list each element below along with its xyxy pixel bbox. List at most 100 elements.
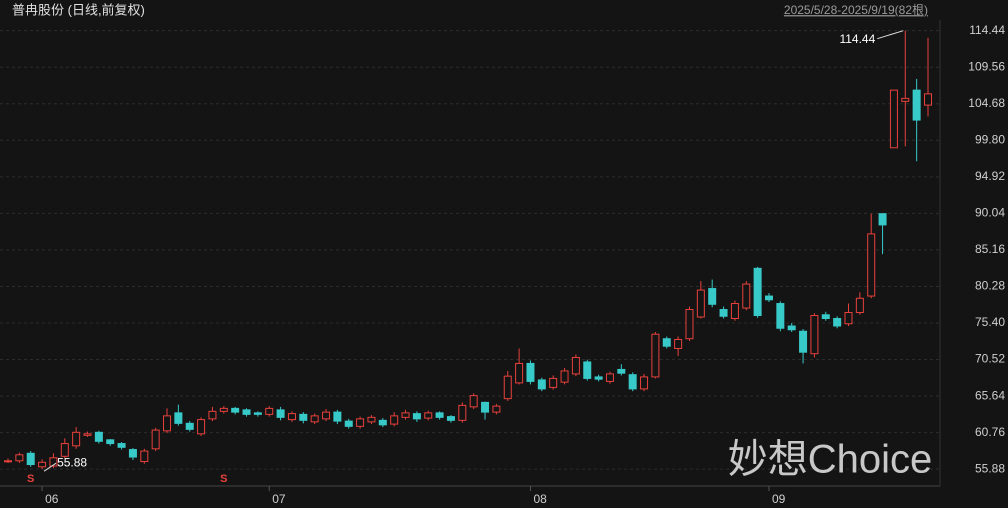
candle-body (787, 325, 796, 331)
y-tick-label: 109.56 (968, 59, 1005, 73)
candle-body (424, 412, 433, 419)
candle-body (174, 412, 183, 424)
candle-body (140, 450, 149, 463)
max-label: 114.44 (839, 32, 875, 46)
y-tick-label: 70.52 (975, 352, 1005, 366)
candle-body (72, 431, 81, 447)
y-tick-label: 80.28 (975, 279, 1005, 293)
candle-body (833, 318, 842, 327)
candle-body (844, 312, 853, 325)
candle-body (821, 314, 830, 320)
candle-body (685, 309, 694, 340)
candle-body (730, 303, 739, 320)
candle-body (26, 452, 35, 466)
candle-body (242, 409, 251, 415)
candle-body (185, 422, 194, 430)
signal-marker: S (220, 473, 227, 485)
candle-body (231, 407, 240, 413)
candle-body (401, 412, 410, 418)
candle-body (901, 97, 910, 102)
candle-body (435, 412, 444, 418)
candle-body (83, 433, 92, 436)
candle-body (708, 288, 717, 305)
candle-body (310, 415, 319, 423)
candle-body (412, 413, 421, 420)
candle-body (378, 419, 387, 426)
candle-body (560, 370, 569, 383)
candle-body (810, 315, 819, 355)
y-tick-label: 75.40 (975, 315, 1005, 329)
candle-body (696, 289, 705, 318)
chart-title: 普冉股份 (日线,前复权) (12, 2, 145, 17)
y-tick-label: 114.44 (969, 23, 1005, 37)
candle-body (287, 413, 296, 421)
min-pointer (43, 462, 57, 472)
candle-body (299, 413, 308, 421)
candle-body (912, 89, 921, 121)
candle-body (151, 429, 160, 450)
y-tick-label: 99.80 (975, 132, 1005, 146)
candle-body (526, 362, 535, 382)
candle-body (776, 303, 785, 329)
date-range[interactable]: 2025/5/28-2025/9/19(82根) (784, 3, 928, 17)
y-tick-label: 94.92 (975, 169, 1005, 183)
candle-body (515, 362, 524, 384)
candle-body (128, 449, 137, 458)
candle-body (764, 295, 773, 301)
candle-body (117, 443, 126, 448)
candle-body (537, 379, 546, 390)
candle-body (94, 431, 103, 442)
candle-body (333, 411, 342, 422)
y-tick-label: 85.16 (975, 242, 1005, 256)
candle-body (38, 461, 47, 468)
candle-body (265, 407, 274, 415)
candle-body (492, 405, 501, 413)
candle-body (253, 412, 262, 415)
candle-body (867, 233, 876, 297)
candle-body (571, 356, 580, 375)
candle-body (60, 443, 69, 457)
candle-body (458, 404, 467, 421)
candle-body (605, 373, 614, 382)
candle-body (481, 401, 490, 413)
candle-body (753, 267, 762, 317)
candle-body (106, 439, 115, 445)
y-tick-label: 60.76 (975, 425, 1005, 439)
x-tick-label: 06 (45, 492, 59, 506)
candle-body (356, 418, 365, 427)
candle-body (719, 309, 728, 317)
candle-body (594, 376, 603, 380)
candle-body (855, 297, 864, 314)
candle-body (446, 416, 455, 421)
candle-body (640, 376, 649, 390)
candle-body (617, 368, 626, 374)
y-tick-label: 65.64 (975, 388, 1005, 402)
candle-body (219, 407, 228, 412)
candle-body (889, 89, 898, 149)
candle-body (15, 454, 24, 462)
candle-body (583, 361, 592, 379)
candle-body (4, 460, 12, 463)
x-tick-label: 09 (772, 492, 786, 506)
candle-body (742, 283, 751, 309)
x-tick-label: 07 (272, 492, 286, 506)
max-pointer (877, 30, 904, 40)
candle-body (628, 374, 637, 390)
candle-body (163, 415, 172, 432)
candle-body (344, 420, 353, 427)
x-tick-label: 08 (533, 492, 547, 506)
y-tick-label: 90.04 (975, 206, 1005, 220)
y-tick-label: 104.68 (968, 96, 1005, 110)
candle-body (208, 410, 217, 420)
candle-body (662, 338, 671, 347)
candle-body (276, 409, 285, 418)
signal-marker: S (27, 473, 34, 485)
y-tick-label: 55.88 (975, 461, 1005, 475)
candle-body (469, 395, 478, 408)
candle-body (322, 411, 331, 420)
candle-body (878, 213, 887, 226)
candle-body (549, 377, 558, 388)
